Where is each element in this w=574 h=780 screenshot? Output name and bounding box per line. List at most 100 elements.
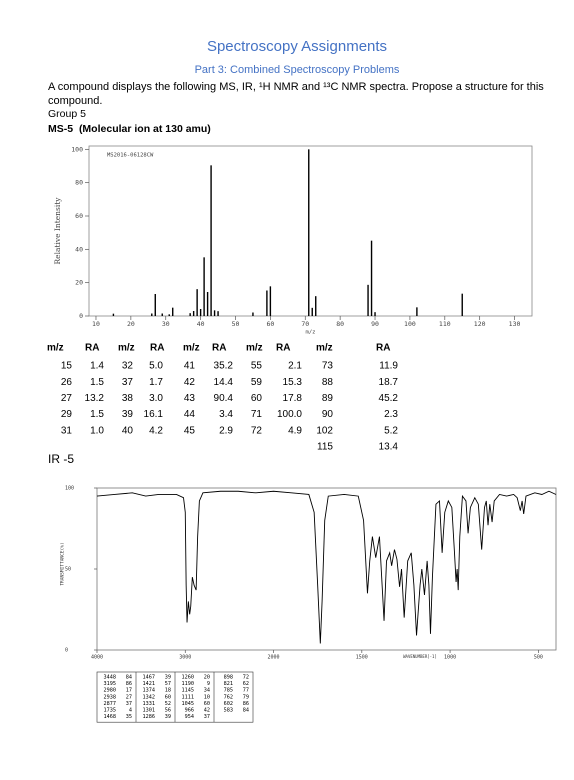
table-header: RA [376,343,390,354]
peak-transmittance: 27 [126,694,132,700]
mz-cell: 60 [251,393,263,404]
peak-transmittance: 84 [243,708,249,714]
mz-cell: 72 [251,425,263,436]
ra-cell: 90.4 [214,393,234,404]
peak [206,292,209,316]
table-header: m/z [183,343,200,354]
peak-transmittance: 39 [165,675,171,681]
ra-cell: 17.8 [283,393,303,404]
ms-label: MS-5 [48,123,74,135]
peak [172,307,174,316]
peak-wavenumber: 1467 [143,675,156,681]
peak-wavenumber: 1111 [182,694,195,700]
mz-cell: 90 [322,409,334,420]
peak-wavenumber: 1260 [182,675,195,681]
mz-cell: 37 [122,377,134,388]
peak [367,284,369,316]
peak [154,294,156,316]
ra-cell: 2.9 [219,425,233,436]
y-tick-label: 0 [65,648,68,654]
peak-transmittance: 18 [165,688,171,694]
peak-transmittance: 72 [243,675,249,681]
peak-wavenumber: 3448 [104,675,117,681]
ra-cell: 5.2 [384,425,398,436]
peak-transmittance: 9 [207,681,210,687]
x-axis-label: WAVENUMBER[-1] [403,654,437,659]
ra-cell: 4.2 [149,425,163,436]
mz-cell: 45 [184,425,196,436]
peak-wavenumber: 898 [224,675,233,681]
peak-transmittance: 39 [165,714,171,720]
ra-cell: 35.2 [214,361,234,372]
peak [315,296,317,316]
ra-cell: 1.5 [90,377,104,388]
peak [374,312,376,316]
peak-transmittance: 34 [204,688,210,694]
peak-wavenumber: 1145 [182,688,195,694]
peak-transmittance: 4 [129,708,132,714]
x-tick-label: 100 [404,320,416,328]
peak [112,313,115,316]
x-tick-label: 500 [534,655,543,661]
mz-cell: 59 [251,377,263,388]
x-tick-label: 20 [127,320,135,328]
mz-cell: 32 [122,361,134,372]
peak-transmittance: 86 [243,701,249,707]
y-tick-label: 100 [71,145,83,153]
x-tick-label: 80 [336,320,344,328]
peak [269,286,272,316]
peak-wavenumber: 1342 [143,694,156,700]
mz-cell: 43 [184,393,196,404]
mz-cell: 27 [61,393,73,404]
peak-wavenumber: 2938 [104,694,117,700]
x-axis-label: m/z [306,330,316,336]
peak [252,312,254,316]
peak-wavenumber: 1331 [143,701,156,707]
x-tick-label: 10 [92,320,100,328]
table-header: RA [276,343,290,354]
peak-transmittance: 52 [165,701,171,707]
ra-cell: 1.5 [90,409,104,420]
table-header: RA [212,343,226,354]
peak-wavenumber: 1735 [104,708,117,714]
y-axis-label: Relative Intensity [53,197,62,265]
peak-wavenumber: 583 [224,708,233,714]
ra-cell: 4.9 [288,425,302,436]
ra-cell: 1.4 [90,361,104,372]
table-header: RA [150,343,164,354]
mz-cell: 29 [61,409,73,420]
peak [196,289,198,316]
x-tick-label: 2000 [268,655,280,661]
peak-wavenumber: 3195 [104,681,117,687]
y-tick-label: 20 [75,279,83,287]
x-tick-label: 130 [509,320,521,328]
ir-label: IR -5 [48,452,75,466]
table-header: RA [85,343,99,354]
x-tick-label: 30 [162,320,170,328]
peak-transmittance: 10 [204,694,210,700]
mz-cell: 71 [251,409,263,420]
peak [370,240,373,316]
ra-cell: 5.0 [149,361,163,372]
ra-cell: 45.2 [379,393,399,404]
plot-frame [88,145,533,317]
ra-cell: 18.7 [379,377,399,388]
peak [161,313,163,316]
peak [189,313,191,316]
peak [311,307,313,316]
ra-cell: 3.4 [219,409,233,420]
x-tick-label: 90 [371,320,379,328]
x-tick-label: 120 [474,320,486,328]
peak-transmittance: 56 [165,708,171,714]
mz-cell: 42 [184,377,196,388]
mz-cell: 88 [322,377,334,388]
mz-cell: 73 [322,361,334,372]
peak [266,290,268,316]
peak-wavenumber: 966 [185,708,194,714]
x-tick-label: 110 [439,320,451,328]
ra-cell: 14.4 [214,377,234,388]
y-tick-label: 100 [65,486,74,492]
peak-transmittance: 77 [243,688,249,694]
ms-heading: MS-5 (Molecular ion at 130 amu) [48,123,211,135]
